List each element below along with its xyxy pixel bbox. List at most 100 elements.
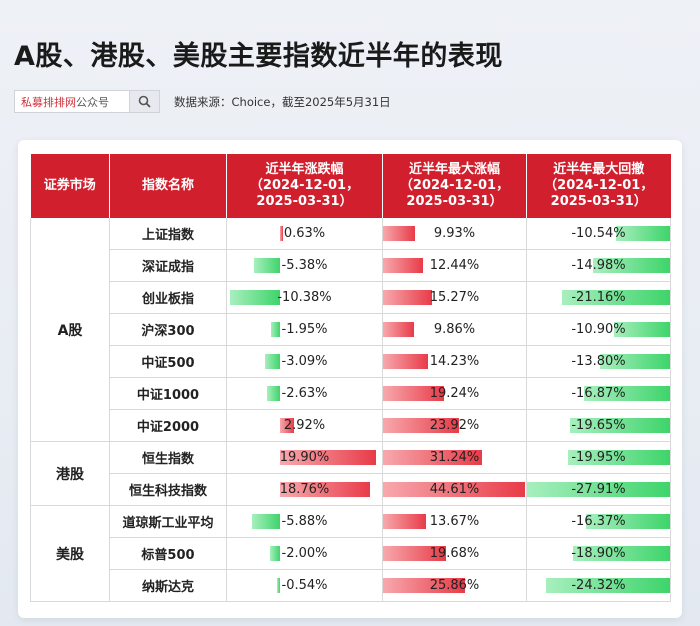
- max-gain-cell: 15.27%: [382, 281, 527, 314]
- table-row: 中证2000 2.92% 23.92% -19.65%: [31, 409, 671, 442]
- half-year-change-bar: [230, 290, 280, 305]
- table-row: 纳斯达克 -0.54% 25.86% -24.32%: [31, 569, 671, 602]
- max-drawdown-value: -19.95%: [571, 450, 626, 465]
- max-drawdown-value: -16.87%: [571, 386, 626, 401]
- col-index-name-header: 指数名称: [109, 154, 227, 218]
- half-year-change-bar: [254, 258, 280, 273]
- max-gain-bar: [383, 514, 427, 529]
- half-year-change-value: -10.38%: [277, 290, 332, 305]
- table-row: 港股 恒生指数 19.90% 31.24% -19.95%: [30, 441, 671, 506]
- half-year-change-value: -5.38%: [281, 258, 328, 273]
- max-drawdown-bar: [614, 322, 670, 337]
- max-gain-bar: [383, 226, 415, 241]
- max-gain-value: 23.92%: [429, 418, 480, 433]
- index-name-cell: 沪深300: [109, 313, 227, 346]
- half-year-change-bar: [280, 418, 295, 433]
- max-gain-cell: 9.86%: [382, 313, 527, 346]
- half-year-change-bar: [277, 578, 280, 593]
- max-drawdown-bar: [561, 290, 670, 305]
- index-name-cell: 恒生科技指数: [109, 473, 227, 506]
- max-drawdown-value: -10.90%: [571, 322, 626, 337]
- table-row: 中证500 -3.09% 14.23% -13.80%: [31, 345, 671, 378]
- index-name-cell: 纳斯达克: [109, 569, 227, 602]
- max-gain-bar: [383, 354, 429, 369]
- table-row: A股 上证指数 0.63% 9.93% -10.54%: [30, 218, 671, 442]
- index-name-cell: 标普500: [109, 537, 227, 570]
- half-year-change-bar: [270, 546, 280, 561]
- half-year-change-bar: [280, 450, 376, 465]
- max-gain-bar: [383, 482, 525, 497]
- max-gain-value: 44.61%: [429, 482, 480, 497]
- half-year-change-cell: -5.88%: [226, 505, 383, 538]
- half-year-change-bar: [280, 226, 284, 241]
- half-year-change-cell: 2.92%: [226, 409, 383, 442]
- half-year-change-bar: [265, 354, 280, 369]
- max-drawdown-value: -18.90%: [571, 546, 626, 561]
- half-year-change-bar: [267, 386, 280, 401]
- half-year-change-bar: [280, 482, 371, 497]
- max-gain-cell: 23.92%: [382, 409, 527, 442]
- index-name-cell: 中证500: [109, 345, 227, 378]
- market-cell: A股: [30, 218, 110, 442]
- max-drawdown-bar: [568, 450, 670, 465]
- half-year-change-cell: -3.09%: [226, 345, 383, 378]
- max-drawdown-bar: [569, 418, 670, 433]
- half-year-change-cell: -2.63%: [226, 377, 383, 410]
- max-gain-bar: [383, 290, 432, 305]
- max-drawdown-value: -10.54%: [571, 226, 626, 241]
- max-gain-value: 25.86%: [429, 578, 480, 593]
- index-name-cell: 道琼斯工业平均: [109, 505, 227, 538]
- half-year-change-value: -3.09%: [281, 354, 328, 369]
- half-year-change-value: 2.92%: [283, 418, 326, 433]
- index-name-cell: 恒生指数: [109, 441, 227, 474]
- half-year-change-value: -2.63%: [281, 386, 328, 401]
- index-name-cell: 上证指数: [109, 218, 227, 250]
- half-year-change-cell: -5.38%: [226, 249, 383, 282]
- max-gain-cell: 13.67%: [382, 505, 527, 538]
- market-cell: 港股: [30, 441, 110, 506]
- index-name-cell: 深证成指: [109, 249, 227, 282]
- max-drawdown-value: -13.80%: [571, 354, 626, 369]
- search-button[interactable]: [129, 91, 159, 112]
- table-header-row: 证券市场 指数名称 近半年涨跌幅 （2024-12-01， 2025-03-31）近…: [30, 154, 671, 218]
- half-year-change-value: 18.76%: [279, 482, 330, 497]
- max-gain-value: 9.86%: [433, 322, 476, 337]
- half-year-change-cell: 19.90%: [226, 441, 383, 474]
- max-drawdown-cell: -27.91%: [526, 473, 671, 506]
- col-max-gain-header: 近半年最大涨幅 （2024-12-01， 2025-03-31）: [382, 154, 527, 218]
- table-row: 标普500 -2.00% 19.68% -18.90%: [31, 537, 671, 570]
- max-gain-cell: 25.86%: [382, 569, 527, 602]
- max-gain-cell: 19.24%: [382, 377, 527, 410]
- search-suffix: 公众号: [76, 95, 109, 109]
- half-year-change-value: 19.90%: [279, 450, 330, 465]
- search-box[interactable]: 私募排排网公众号: [14, 90, 160, 113]
- max-gain-bar: [383, 418, 459, 433]
- col-market-header: 证券市场: [30, 154, 110, 218]
- half-year-change-value: -1.95%: [281, 322, 328, 337]
- max-drawdown-cell: -19.65%: [526, 409, 671, 442]
- max-drawdown-bar: [593, 258, 670, 273]
- max-drawdown-cell: -13.80%: [526, 345, 671, 378]
- table-card: 证券市场 指数名称 近半年涨跌幅 （2024-12-01， 2025-03-31）近…: [18, 140, 682, 618]
- max-drawdown-cell: -21.16%: [526, 281, 671, 314]
- data-source: 数据来源：Choice，截至2025年5月31日: [174, 95, 391, 109]
- max-gain-value: 31.24%: [429, 450, 480, 465]
- max-gain-bar: [383, 258, 423, 273]
- max-gain-value: 19.68%: [429, 546, 480, 561]
- table-row: 中证1000 -2.63% 19.24% -16.87%: [31, 377, 671, 410]
- half-year-change-bar: [251, 514, 280, 529]
- max-drawdown-value: -21.16%: [571, 290, 626, 305]
- max-gain-value: 12.44%: [429, 258, 480, 273]
- search-label: 私募排排网公众号: [15, 94, 129, 110]
- index-name-cell: 中证2000: [109, 409, 227, 442]
- max-drawdown-cell: -10.90%: [526, 313, 671, 346]
- max-gain-value: 15.27%: [429, 290, 480, 305]
- half-year-change-value: -5.88%: [281, 514, 328, 529]
- max-gain-value: 13.67%: [429, 514, 480, 529]
- max-drawdown-cell: -16.87%: [526, 377, 671, 410]
- max-gain-cell: 9.93%: [382, 218, 527, 250]
- search-icon: [138, 95, 151, 108]
- index-name-cell: 创业板指: [109, 281, 227, 314]
- index-name-cell: 中证1000: [109, 377, 227, 410]
- max-drawdown-value: -19.65%: [571, 418, 626, 433]
